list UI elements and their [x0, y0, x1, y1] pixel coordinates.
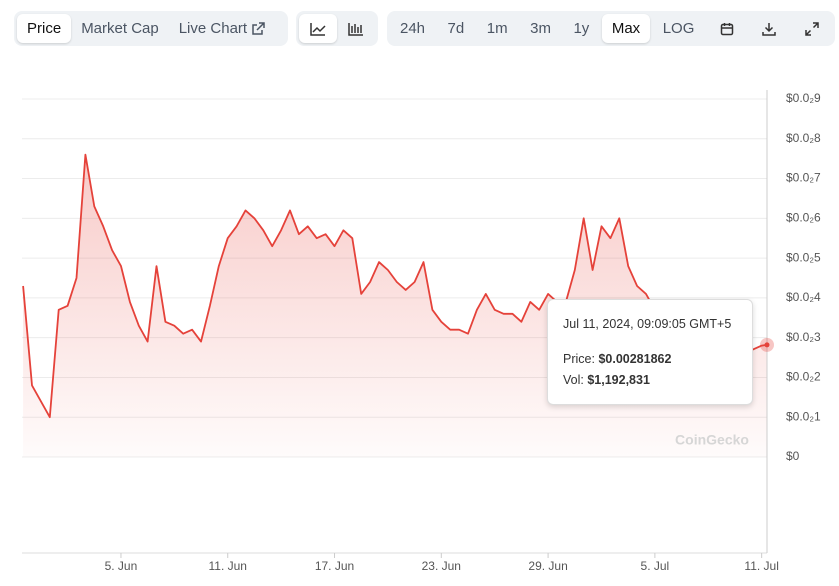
y-tick-label: $0.0₂5	[786, 250, 821, 264]
range-tab[interactable]: 1y	[573, 20, 590, 37]
candle-icon	[348, 22, 363, 36]
watermark: CoinGecko	[675, 432, 749, 448]
y-tick-label: $0.0₂9	[786, 91, 821, 105]
hover-point	[764, 342, 770, 348]
external-icon	[252, 21, 265, 35]
line-style-button[interactable]	[299, 14, 337, 43]
range-tab[interactable]: 24h	[400, 20, 426, 37]
x-tick-label: 17. Jun	[315, 559, 354, 573]
calendar-button[interactable]	[707, 14, 747, 43]
view-tab[interactable]: Market Cap	[81, 20, 159, 37]
fullscreen-icon	[805, 21, 819, 36]
download-icon	[762, 22, 777, 36]
candle-style-button[interactable]	[337, 14, 375, 43]
x-tick-label: 23. Jun	[422, 559, 461, 573]
y-tick-label: $0.0₂3	[786, 330, 821, 344]
view-tabs: Price Market Cap Live Chart	[14, 11, 288, 46]
view-tab[interactable]: Live Chart	[178, 20, 248, 37]
y-tick-label: $0	[786, 449, 800, 463]
tooltip-volume-label: Vol:	[563, 373, 584, 387]
line-icon	[310, 22, 326, 36]
x-tick-label: 5. Jul	[641, 559, 670, 573]
tooltip-price: Price: $0.00281862	[563, 352, 671, 366]
view-tab-wrap: Live Chart	[169, 14, 265, 43]
fullscreen-button[interactable]	[792, 14, 832, 43]
line	[22, 153, 768, 419]
download-button[interactable]	[749, 14, 789, 43]
y-tick-label: $0.0₂8	[786, 131, 821, 145]
y-tick-label: $0.0₂4	[786, 290, 821, 304]
tooltip-price-label: Price:	[563, 352, 595, 366]
tooltip-price-value: $0.00281862	[598, 352, 672, 366]
tooltip-volume: Vol: $1,192,831	[563, 373, 650, 387]
y-tick-label: $0.0₂2	[786, 370, 821, 384]
x-tick-label: 29. Jun	[528, 559, 567, 573]
y-tick-label: $0.0₂6	[786, 211, 821, 225]
tooltip-date: Jul 11, 2024, 09:09:05 GMT+5	[563, 317, 732, 331]
chart-style-tabs	[296, 11, 378, 46]
view-tab[interactable]: Price	[17, 14, 72, 43]
x-tick-label: 11. Jul	[744, 559, 778, 573]
y-tick-label: $0.0₂7	[786, 171, 821, 185]
tooltip: Jul 11, 2024, 09:09:05 GMT+5 Price: $0.0…	[547, 299, 753, 405]
range-tab[interactable]: 1m	[486, 20, 508, 37]
x-tick-label: 11. Jun	[208, 559, 246, 573]
y-tick-label: $0.0₂1	[786, 409, 821, 423]
range-tab[interactable]: 3m	[530, 20, 551, 37]
range-tab[interactable]: 7d	[447, 20, 465, 37]
x-tick-label: 5. Jun	[105, 559, 138, 573]
tooltip-volume-value: $1,192,831	[587, 373, 650, 387]
range-tab[interactable]: LOG	[662, 20, 695, 37]
range-tab[interactable]: Max	[601, 14, 651, 43]
calendar-icon	[720, 22, 734, 35]
range-tabs: 24h 7d 1m 3m 1y Max LOG	[387, 11, 835, 46]
